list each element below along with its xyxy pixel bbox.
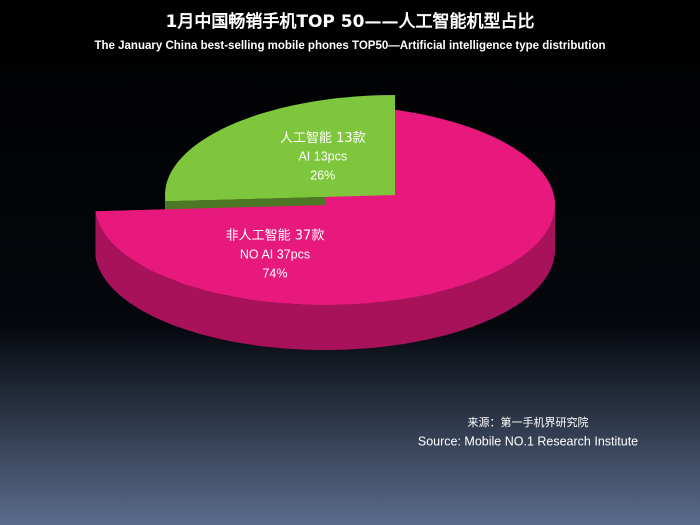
slice-label: 非人工智能 37款	[226, 229, 325, 244]
slice	[165, 95, 395, 202]
slice-value-label: 74%	[262, 266, 287, 280]
source-en: Source: Mobile NO.1 Research Institute	[418, 434, 638, 448]
slice-value-label: 26%	[310, 169, 335, 183]
slice-side	[95, 205, 555, 350]
chart-title: 1月中国畅销手机TOP 50——人工智能机型占比	[166, 11, 535, 32]
slice-label: 人工智能 13款	[280, 131, 366, 146]
source-cn: 来源：第一手机界研究院	[468, 415, 589, 429]
slice-count-label: NO AI 37pcs	[240, 247, 310, 261]
slice	[95, 105, 555, 305]
chart-subtitle: The January China best-selling mobile ph…	[95, 40, 606, 52]
slice-count-label: AI 13pcs	[298, 150, 347, 164]
